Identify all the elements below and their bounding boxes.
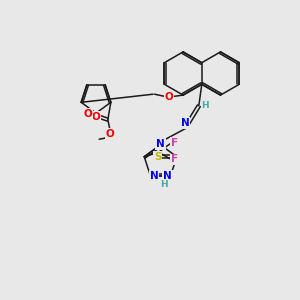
Text: H: H — [202, 101, 209, 110]
Text: S: S — [154, 152, 162, 162]
Text: F: F — [171, 154, 178, 164]
Text: N: N — [181, 118, 189, 128]
Text: O: O — [165, 92, 174, 102]
Text: H: H — [160, 180, 168, 189]
Text: N: N — [163, 171, 172, 181]
Text: O: O — [106, 129, 115, 139]
Text: N: N — [150, 171, 158, 181]
Text: F: F — [171, 138, 178, 148]
Text: N: N — [156, 139, 165, 149]
Text: O: O — [92, 112, 100, 122]
Text: O: O — [84, 109, 92, 119]
